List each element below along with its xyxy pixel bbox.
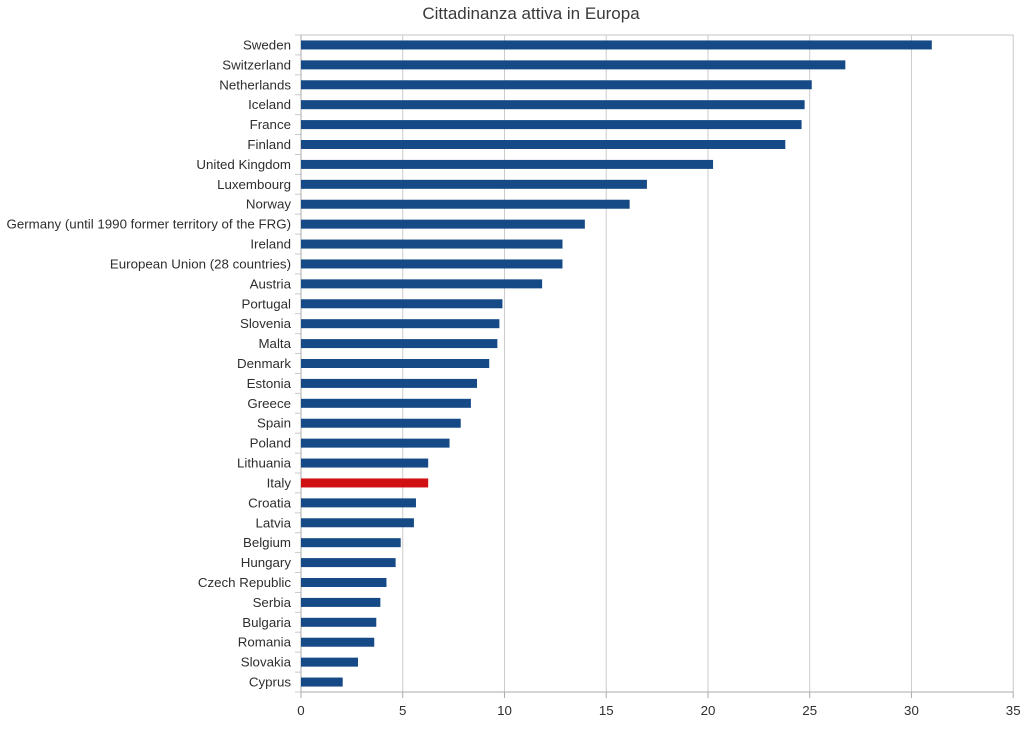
svg-text:Latvia: Latvia <box>256 515 292 530</box>
svg-text:Czech Republic: Czech Republic <box>198 575 291 590</box>
svg-text:20: 20 <box>701 703 716 718</box>
svg-text:Slovenia: Slovenia <box>240 316 292 331</box>
svg-text:10: 10 <box>497 703 512 718</box>
svg-text:Hungary: Hungary <box>241 555 292 570</box>
svg-text:35: 35 <box>1006 703 1021 718</box>
svg-text:Lithuania: Lithuania <box>237 456 292 471</box>
svg-text:5: 5 <box>399 703 406 718</box>
svg-text:Sweden: Sweden <box>243 37 291 52</box>
svg-text:Austria: Austria <box>250 276 292 291</box>
svg-text:30: 30 <box>904 703 919 718</box>
svg-text:25: 25 <box>802 703 817 718</box>
svg-text:Luxembourg: Luxembourg <box>217 177 291 192</box>
svg-text:Croatia: Croatia <box>248 495 291 510</box>
svg-text:Finland: Finland <box>247 137 291 152</box>
svg-text:France: France <box>250 117 291 132</box>
svg-text:Spain: Spain <box>257 416 291 431</box>
svg-text:Iceland: Iceland <box>248 97 291 112</box>
svg-text:Portugal: Portugal <box>241 296 291 311</box>
svg-text:Slovakia: Slovakia <box>241 655 292 670</box>
svg-text:Switzerland: Switzerland <box>222 57 291 72</box>
svg-text:Bulgaria: Bulgaria <box>242 615 291 630</box>
svg-text:Cyprus: Cyprus <box>249 675 291 690</box>
svg-text:Malta: Malta <box>258 336 291 351</box>
svg-text:Ireland: Ireland <box>250 237 291 252</box>
svg-text:Germany (until 1990 former ter: Germany (until 1990 former territory of … <box>7 217 292 232</box>
svg-text:Estonia: Estonia <box>247 376 292 391</box>
svg-text:European Union (28 countries): European Union (28 countries) <box>110 256 291 271</box>
svg-text:Serbia: Serbia <box>253 595 292 610</box>
svg-text:Poland: Poland <box>250 436 291 451</box>
svg-text:Denmark: Denmark <box>237 356 291 371</box>
svg-text:Italy: Italy <box>267 475 292 490</box>
svg-text:Greece: Greece <box>247 396 291 411</box>
svg-text:Romania: Romania <box>238 635 292 650</box>
svg-text:Cittadinanza attiva in Europa: Cittadinanza attiva in Europa <box>422 4 640 23</box>
svg-text:15: 15 <box>599 703 614 718</box>
svg-text:Belgium: Belgium <box>243 535 291 550</box>
svg-text:Netherlands: Netherlands <box>219 77 291 92</box>
svg-text:Norway: Norway <box>246 197 291 212</box>
svg-text:0: 0 <box>297 703 304 718</box>
svg-text:United Kingdom: United Kingdom <box>196 157 291 172</box>
